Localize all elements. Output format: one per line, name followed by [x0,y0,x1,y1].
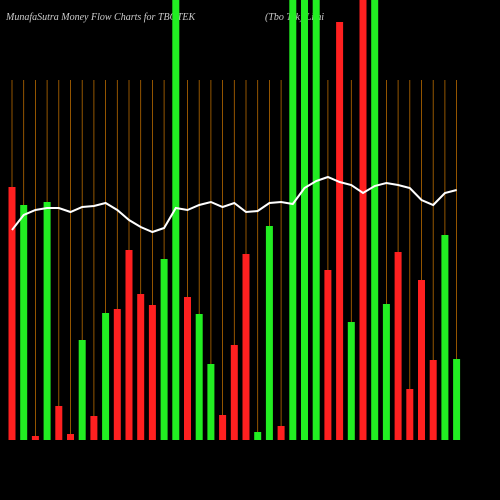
bar [20,205,28,440]
bar [371,0,379,440]
bar [78,340,86,440]
bar [336,22,344,440]
bar [289,0,297,440]
bar [148,305,156,440]
bar [265,226,273,440]
bar [184,297,191,440]
bar [195,314,203,440]
bar [312,0,320,440]
bar [441,235,449,440]
bar [382,304,390,440]
bar [324,270,332,440]
bar [277,426,285,440]
bar [429,360,437,440]
bar [418,280,425,440]
bar [90,416,98,440]
bar [113,309,121,440]
bar [242,254,250,440]
bar [172,0,180,440]
bar [301,0,308,440]
bar [8,187,16,440]
bar [43,202,51,440]
bar [230,345,238,440]
bar [347,322,355,440]
bar [219,415,227,440]
bar [31,436,39,440]
chart-title: MunafaSutra Money Flow Charts for TBOTEK [5,12,197,23]
bar [125,250,133,440]
bar [406,389,414,440]
bar [394,252,402,440]
bar [55,406,63,440]
line [11,175,457,234]
bar [102,313,110,440]
bar [67,434,74,440]
bar [160,259,168,440]
bar [207,364,215,440]
bar [254,432,262,440]
bar [359,0,367,440]
bar [453,359,461,440]
bar [137,294,145,440]
